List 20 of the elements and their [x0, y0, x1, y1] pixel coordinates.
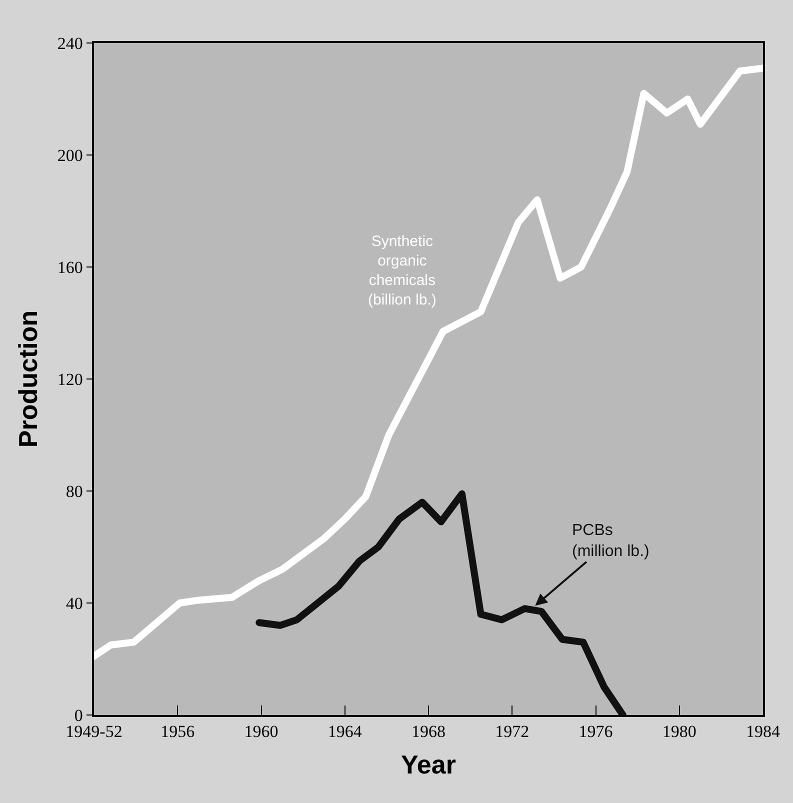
x-tick-label: 1984: [746, 722, 780, 742]
y-tick-label: 160: [57, 258, 83, 277]
y-axis-title: Production: [13, 310, 44, 448]
x-tick-label: 1960: [244, 722, 278, 742]
x-tick-label: 1972: [495, 722, 530, 742]
y-tick-label: 40: [66, 594, 83, 613]
x-axis-title: Year: [401, 749, 456, 780]
annotation: PCBs (million lb.): [572, 522, 650, 560]
y-tick-label: 240: [57, 34, 83, 53]
y-tick-label: 80: [66, 482, 83, 501]
y-tick-label: 0: [74, 706, 83, 725]
x-tick-label: 1956: [160, 722, 195, 742]
y-tick-label: 120: [57, 370, 83, 389]
x-tick-label: 1964: [328, 722, 362, 742]
annotation: Synthetic organic chemicals (billion lb.): [368, 233, 436, 308]
x-tick-label: 1980: [662, 722, 696, 742]
x-tick-label: 1949-52: [66, 722, 122, 742]
y-tick-label: 200: [57, 146, 83, 165]
x-tick-label: 1968: [412, 722, 446, 742]
x-tick-label: 1976: [578, 722, 613, 742]
